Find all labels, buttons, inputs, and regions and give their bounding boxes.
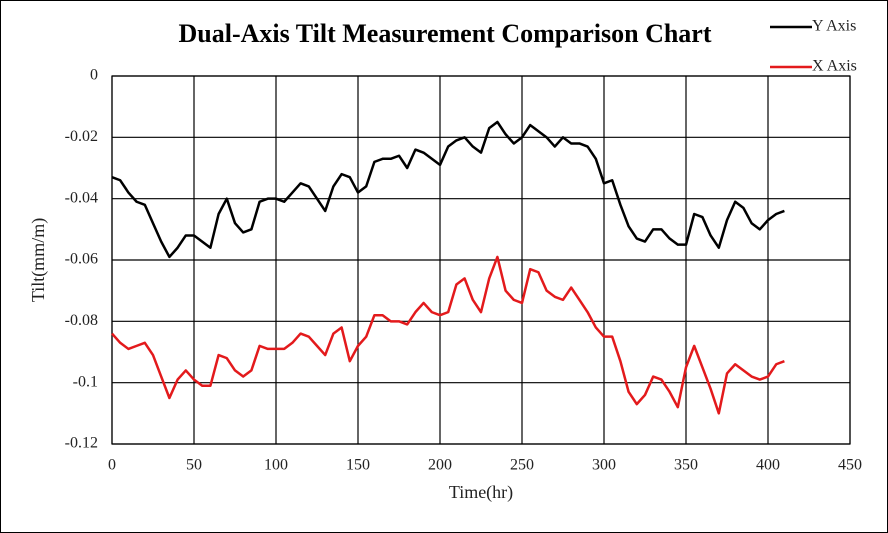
x-tick-label: 400 xyxy=(756,457,780,474)
chart-title: Dual-Axis Tilt Measurement Comparison Ch… xyxy=(179,19,712,48)
x-tick-label: 0 xyxy=(108,457,116,474)
y-tick-label: -0.06 xyxy=(65,251,98,268)
legend-label: Y Axis xyxy=(812,18,856,35)
y-axis-label: Tilt(mm/m) xyxy=(28,218,49,302)
y-tick-label: 0 xyxy=(90,67,98,84)
data-line xyxy=(111,255,785,415)
x-tick-label: 450 xyxy=(838,457,862,474)
legend-label: X Axis xyxy=(812,58,857,75)
y-tick-label: -0.02 xyxy=(65,128,98,145)
x-axis-label: Time(hr) xyxy=(449,482,513,503)
x-tick-label: 100 xyxy=(264,457,288,474)
y-tick-label: -0.04 xyxy=(65,189,98,206)
y-tick-label: -0.08 xyxy=(65,312,98,329)
x-tick-label: 250 xyxy=(510,457,534,474)
x-tick-label: 50 xyxy=(186,457,202,474)
y-tick-label: -0.1 xyxy=(73,373,98,390)
x-tick-label: 300 xyxy=(592,457,616,474)
y-tick-label: -0.12 xyxy=(65,435,98,452)
x-tick-label: 200 xyxy=(428,457,452,474)
x-tick-label: 350 xyxy=(674,457,698,474)
data-line xyxy=(111,120,785,259)
x-tick-label: 150 xyxy=(346,457,370,474)
